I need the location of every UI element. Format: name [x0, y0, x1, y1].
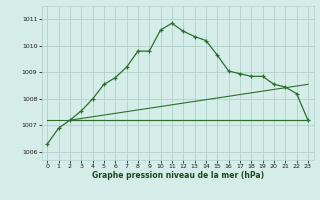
X-axis label: Graphe pression niveau de la mer (hPa): Graphe pression niveau de la mer (hPa): [92, 171, 264, 180]
